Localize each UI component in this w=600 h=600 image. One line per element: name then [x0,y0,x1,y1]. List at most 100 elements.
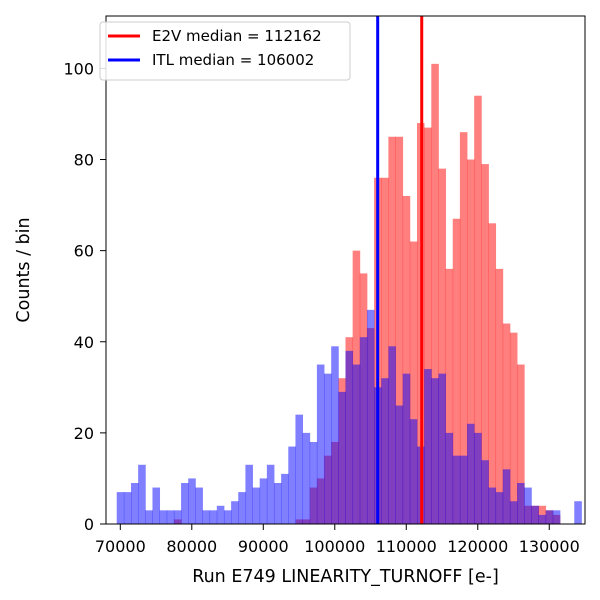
median-lines [376,16,424,524]
legend-label-itl-median: ITL median = 106002 [152,51,314,69]
itl-bar [288,446,296,524]
e2v-bar [381,177,389,525]
itl-bar [252,487,261,524]
itl-bar [445,432,454,524]
itl-bar [395,405,404,524]
itl-bar [173,510,182,524]
e2v-bar [517,364,525,524]
itl-bar [324,373,332,524]
itl-bar [517,483,525,524]
itl-bar [538,514,547,524]
itl-bar [188,478,196,524]
e2v-bar [474,95,482,524]
itl-bar [266,464,275,524]
itl-bar [402,373,411,524]
itl-bar [545,510,554,524]
x-tick-label: 120000 [447,537,508,556]
itl-bar [431,378,439,524]
itl-bar [316,364,325,524]
itl-histogram-bars [116,309,582,524]
itl-bar [131,483,139,524]
itl-bar [231,501,239,524]
x-axis-label: Run E749 LINEARITY_TURNOFF [e-] [192,567,499,587]
itl-bar [381,378,389,524]
x-tick-label: 110000 [376,537,437,556]
e2v-bar [431,63,439,525]
e2v-bar [452,218,461,525]
e2v-bar [509,332,518,524]
itl-bar [502,469,511,524]
itl-bar [145,510,153,524]
y-axis-label: Counts / bin [14,217,34,322]
e2v-bar [495,268,504,524]
itl-bar [223,510,232,524]
itl-bar [181,483,189,524]
itl-bar [488,487,497,524]
y-tick-label: 80 [74,151,94,170]
itl-bar [245,464,253,524]
x-tick-label: 90000 [238,537,289,556]
itl-bar [216,505,225,524]
x-tick-label: 130000 [519,537,580,556]
e2v-bar [438,168,446,524]
itl-bar [309,441,318,524]
itl-bar [388,346,396,524]
y-tick-label: 60 [74,242,94,261]
itl-bar [345,350,354,524]
itl-bar [295,414,304,524]
e2v-bar [409,241,418,524]
itl-bar [509,501,518,524]
itl-bar [159,510,168,524]
itl-bar [331,346,339,524]
e2v-bar [402,195,411,524]
y-tick-label: 20 [74,424,94,443]
itl-bar [531,505,539,524]
itl-bar [274,483,282,524]
itl-bar [302,432,311,524]
e2v-bar [424,127,432,525]
itl-bar [338,391,346,524]
legend-box [99,21,351,81]
e2v-bar [445,268,454,524]
itl-bar [438,373,446,524]
itl-bar [202,510,211,524]
itl-bar [209,510,218,524]
itl-bar [495,492,504,524]
itl-bar [424,369,432,524]
itl-bar [574,501,582,524]
y-tick-label: 40 [74,333,94,352]
itl-bar [281,473,289,524]
y-tick-label: 0 [84,515,94,534]
itl-bar [459,455,468,524]
itl-bar [366,309,375,524]
x-axis-ticks: 70000 80000 90000 100000 110000 120000 130000 [95,524,580,556]
itl-bar [259,478,268,524]
itl-bar [359,337,368,524]
e2v-bar [467,159,475,524]
itl-bar [238,492,246,524]
legend: E2V median = 112162 ITL median = 106002 [99,21,351,81]
e2v-bar [388,136,396,525]
e2v-bar [502,323,511,524]
itl-bar [352,364,361,524]
itl-bar [116,492,125,524]
itl-bar [152,487,161,524]
e2v-bar [488,223,497,525]
itl-bar [467,423,475,524]
itl-bar [452,455,461,524]
itl-bar [552,510,561,524]
e2v-bar [481,164,489,524]
x-tick-label: 80000 [166,537,217,556]
y-tick-label: 100 [63,59,94,78]
x-tick-label: 100000 [304,537,365,556]
itl-bar [481,460,489,524]
itl-bar [524,487,532,524]
e2v-bar [395,136,404,525]
x-tick-label: 70000 [95,537,146,556]
e2v-bar [459,132,468,524]
itl-bar [195,487,203,524]
itl-bar [123,492,132,524]
legend-label-e2v-median: E2V median = 112162 [152,27,322,45]
itl-bar [409,419,418,524]
